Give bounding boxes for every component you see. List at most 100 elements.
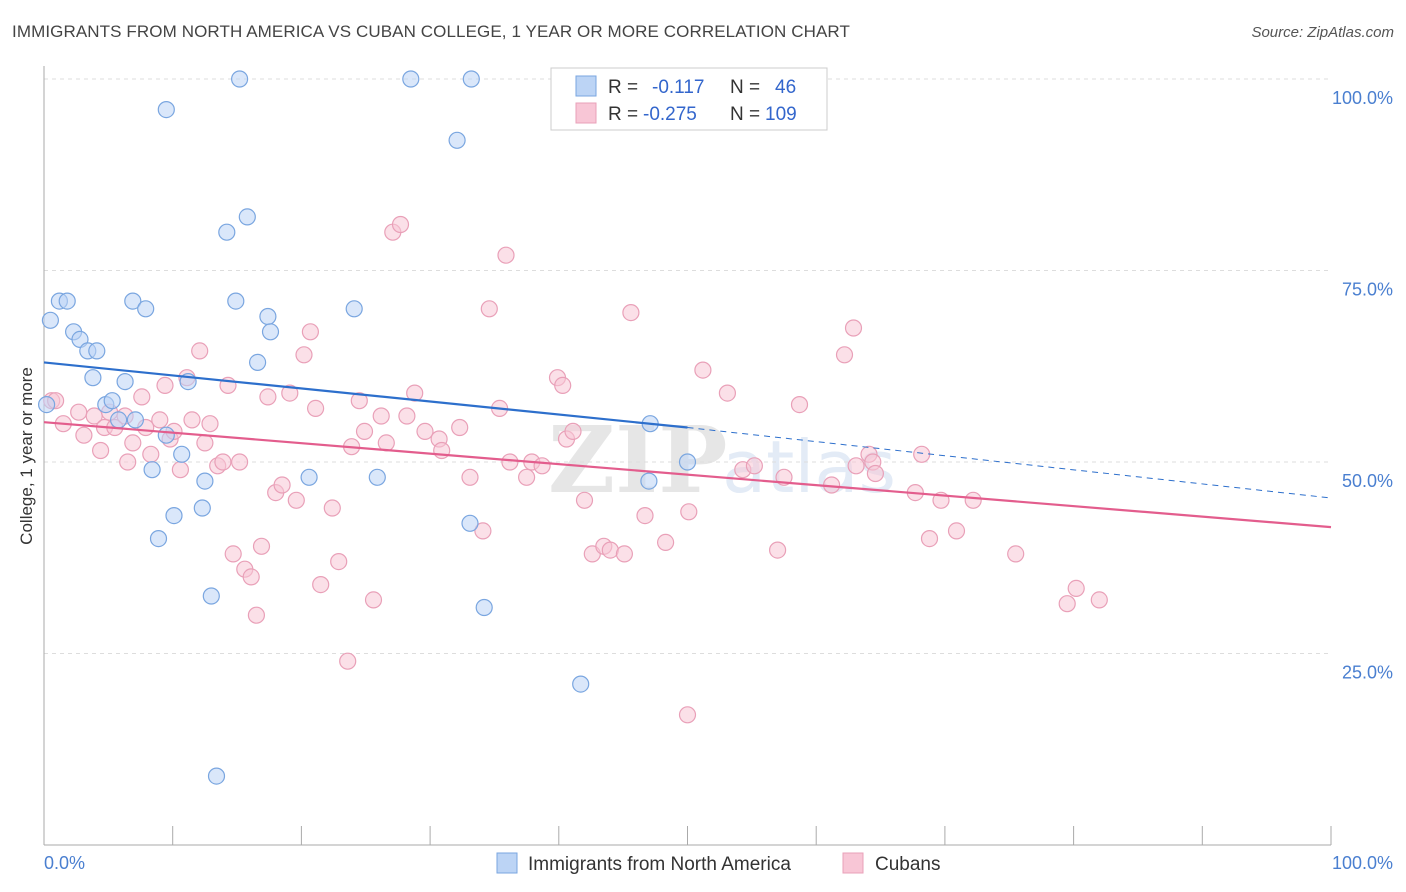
north-america-point — [259, 307, 277, 326]
cubans-point — [517, 468, 536, 486]
cubans-point — [480, 300, 498, 318]
north-america-point — [640, 472, 658, 490]
cubans-point — [183, 411, 201, 429]
north-america-point — [196, 472, 214, 490]
correlation-legend: R = -0.117 N = 46 R = -0.275 N = 109 — [550, 67, 828, 131]
north-america-point — [193, 499, 211, 517]
north-america-point — [149, 529, 168, 548]
y-tick-label: 75.0% — [1342, 280, 1393, 300]
legend-n-label-pink: N = — [730, 104, 760, 125]
cubans-point — [680, 503, 698, 521]
north-america-point — [202, 587, 220, 605]
cubans-point — [497, 246, 515, 264]
legend-r-value-blue: -0.117 — [652, 77, 704, 98]
cubans-point — [847, 457, 865, 475]
y-tick-label: 100.0% — [1332, 88, 1393, 108]
bottom-legend-label-blue: Immigrants from North America — [528, 854, 791, 875]
cubans-point — [601, 541, 619, 559]
cubans-point — [119, 453, 137, 471]
cubans-point — [355, 422, 374, 440]
legend-n-label-blue: N = — [730, 77, 760, 98]
north-america-point — [238, 208, 256, 226]
north-america-point — [207, 767, 226, 785]
north-america-point — [88, 342, 106, 360]
cubans-point — [350, 392, 368, 410]
cubans-point — [142, 445, 160, 463]
north-america-point — [58, 292, 76, 310]
north-america-point — [345, 300, 363, 318]
cubans-point — [656, 533, 675, 552]
north-america-point — [402, 70, 420, 88]
north-america-point — [157, 426, 175, 444]
north-america-point — [249, 353, 267, 371]
cubans-point — [323, 499, 341, 517]
legend-r-value-pink: -0.275 — [643, 104, 697, 125]
cubans-point — [391, 215, 410, 234]
cubans-point — [377, 434, 395, 452]
north-america-point — [300, 468, 318, 486]
cubans-point — [273, 476, 291, 494]
trend-lines — [43, 361, 1332, 529]
cubans-point — [339, 652, 357, 670]
cubans-point — [307, 399, 325, 417]
cubans-point — [372, 407, 390, 425]
cubans-point — [615, 545, 634, 563]
cubans-point — [398, 407, 416, 425]
north-america-point — [173, 445, 191, 463]
cubans-point — [835, 346, 854, 364]
north-america-point — [231, 70, 249, 88]
north-america-point — [448, 131, 466, 149]
cubans-point — [295, 346, 313, 364]
cubans-point — [247, 606, 265, 624]
cubans-point — [1090, 591, 1108, 609]
north-america-point — [126, 411, 144, 429]
y-tick-label: 50.0% — [1342, 471, 1393, 491]
cubans-point — [281, 384, 299, 402]
cubans-point — [564, 422, 582, 440]
trend-line-north-america — [43, 361, 688, 429]
legend-r-label-blue: R = — [608, 77, 638, 98]
series-north-america-points — [37, 70, 697, 785]
north-america-point — [218, 223, 236, 241]
cubans-point — [406, 384, 424, 402]
north-america-point — [137, 300, 155, 318]
cubans-point — [474, 522, 492, 540]
cubans-point — [91, 441, 110, 460]
north-america-point — [475, 598, 493, 617]
cubans-point — [533, 457, 551, 475]
cubans-point — [364, 591, 383, 609]
cubans-point — [214, 453, 232, 471]
north-america-point — [462, 70, 480, 88]
trend-line-north-america-extrapolated — [687, 427, 1332, 499]
cubans-point — [312, 575, 330, 594]
cubans-point — [947, 522, 966, 540]
north-america-point — [37, 396, 56, 414]
cubans-point — [416, 422, 434, 440]
cubans-point — [171, 461, 189, 479]
north-america-point — [261, 323, 280, 341]
cubans-point — [242, 568, 260, 586]
north-america-point — [116, 373, 134, 391]
cubans-point — [745, 457, 764, 475]
legend-swatch-blue — [575, 75, 597, 97]
cubans-point — [790, 396, 809, 414]
cubans-point — [678, 706, 697, 724]
north-america-point — [165, 506, 183, 525]
y-tick-label: 25.0% — [1342, 663, 1393, 683]
cubans-point — [844, 319, 863, 337]
bottom-legend-swatch-pink — [842, 852, 864, 874]
cubans-point — [964, 491, 982, 509]
cubans-point — [718, 384, 737, 402]
cubans-point — [768, 541, 787, 559]
cubans-point — [1067, 579, 1085, 598]
cubans-point — [224, 545, 242, 563]
cubans-point — [201, 415, 219, 433]
cubans-point — [1058, 595, 1076, 613]
cubans-point — [75, 426, 93, 444]
north-america-point — [368, 468, 386, 486]
cubans-point — [259, 388, 277, 406]
cubans-point — [252, 537, 271, 555]
north-america-point — [41, 311, 60, 329]
source-credit: Source: ZipAtlas.com — [1251, 24, 1394, 41]
cubans-point — [191, 342, 209, 360]
